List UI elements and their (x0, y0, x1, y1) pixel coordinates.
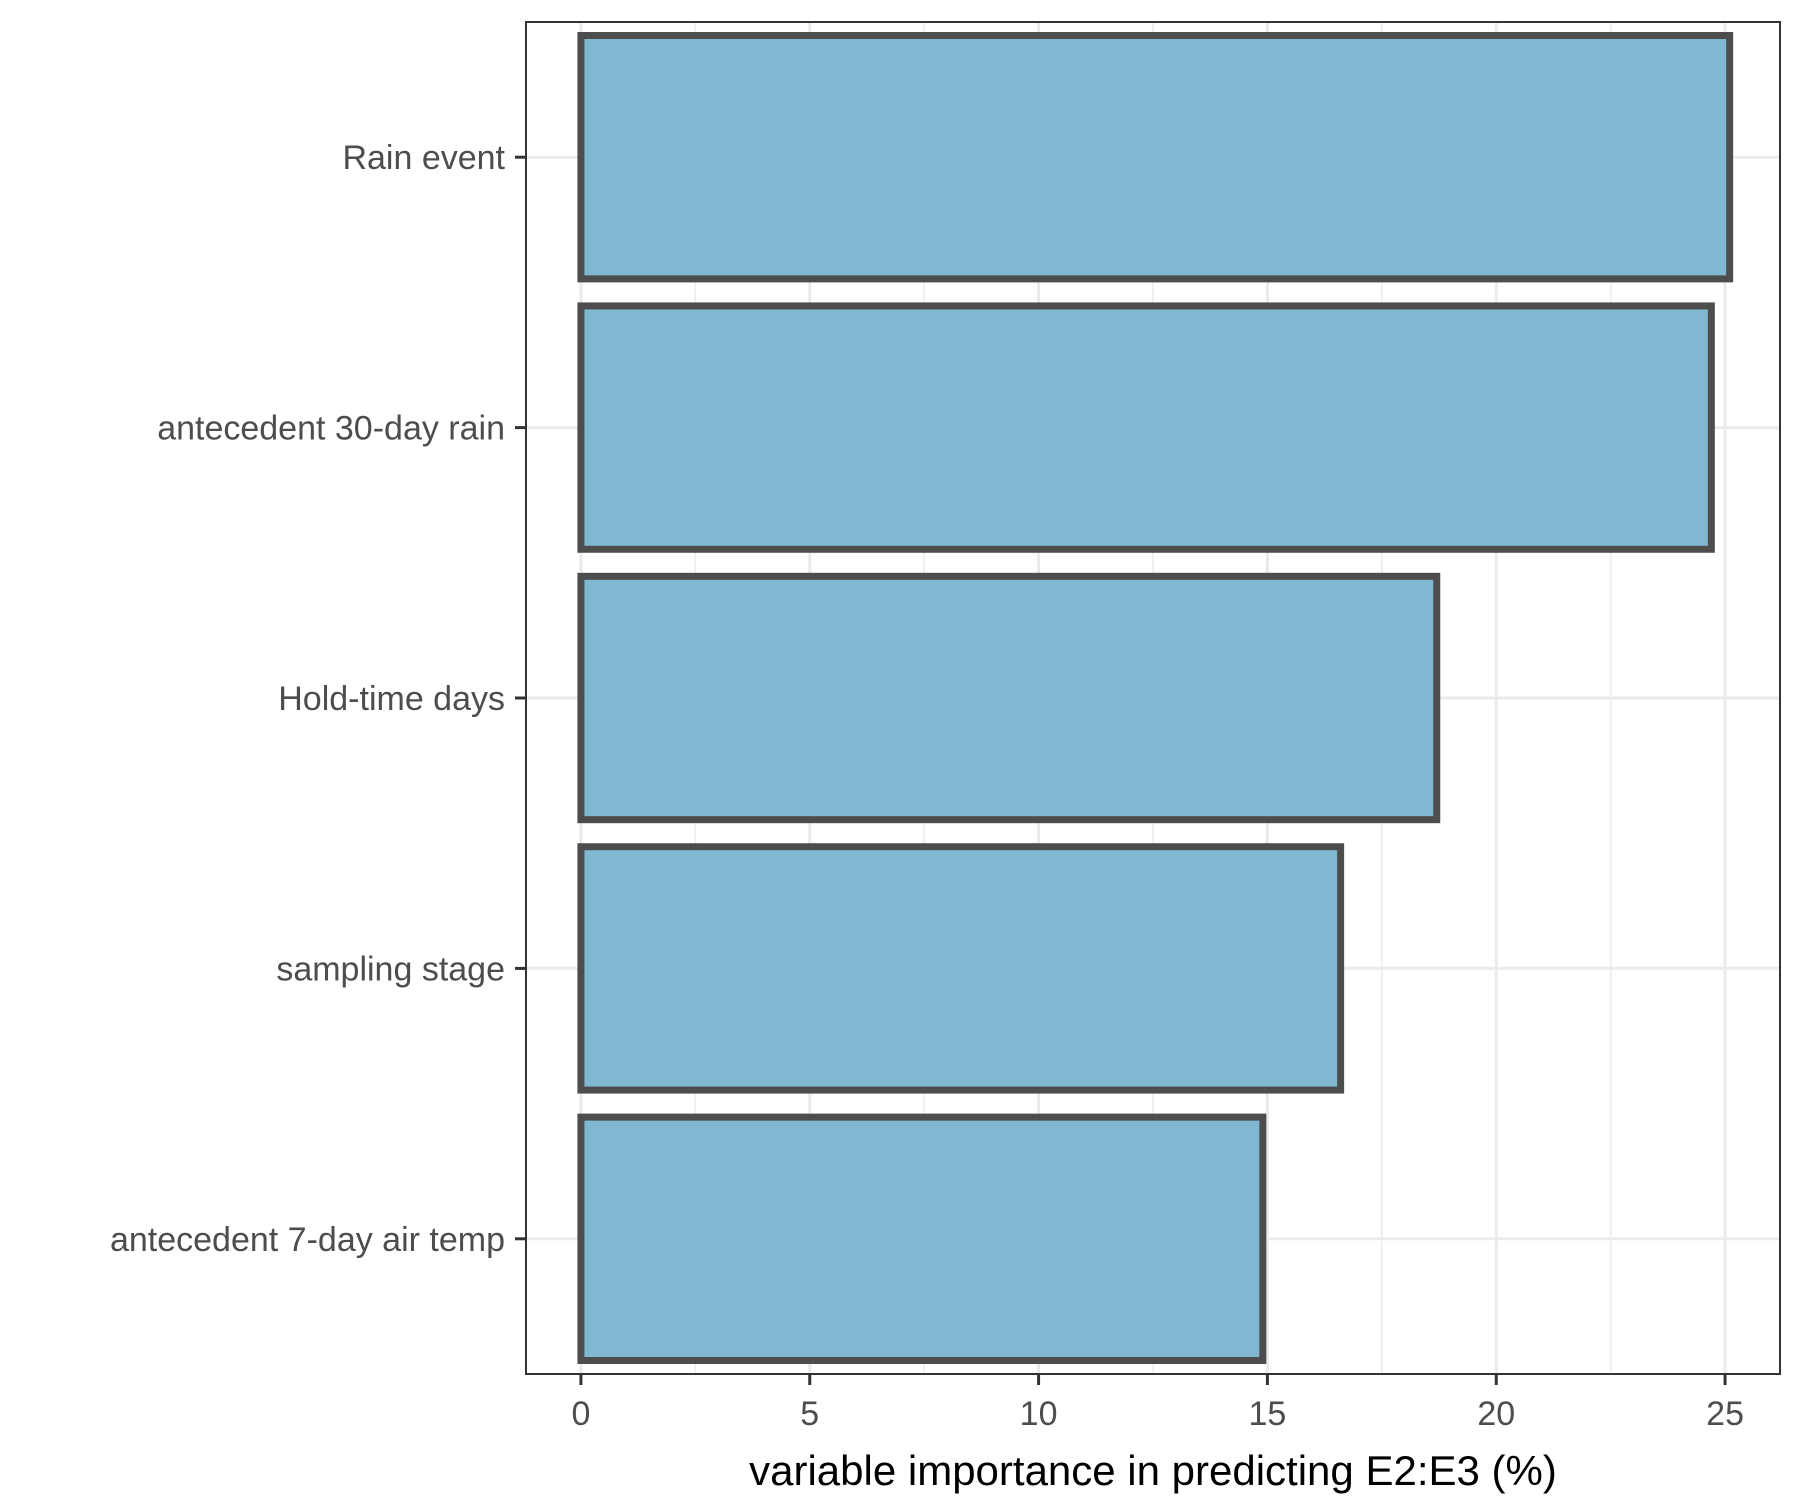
x-tick-label: 15 (1249, 1395, 1287, 1433)
bars (577, 32, 1734, 1364)
y-tick-label: Hold-time days (278, 680, 505, 718)
x-axis-title: variable importance in predicting E2:E3 … (749, 1447, 1557, 1494)
x-tick-label: 0 (571, 1395, 590, 1433)
bar (577, 1113, 1267, 1364)
y-tick-label: sampling stage (276, 950, 505, 988)
x-tick-label: 5 (800, 1395, 819, 1433)
bar (577, 843, 1345, 1094)
x-tick-label: 25 (1706, 1395, 1744, 1433)
y-axis: Rain event antecedent 30-day rain Hold-tim… (110, 139, 526, 1259)
bar (577, 32, 1734, 283)
x-axis: 0 5 10 15 20 25 (571, 1374, 1744, 1433)
x-tick-label: 20 (1477, 1395, 1515, 1433)
bar (577, 572, 1441, 824)
bar (577, 302, 1715, 553)
x-tick-label: 10 (1020, 1395, 1058, 1433)
y-tick-label: antecedent 7-day air temp (110, 1221, 505, 1259)
y-tick-label: Rain event (342, 139, 505, 177)
y-tick-label: antecedent 30-day rain (157, 410, 505, 448)
